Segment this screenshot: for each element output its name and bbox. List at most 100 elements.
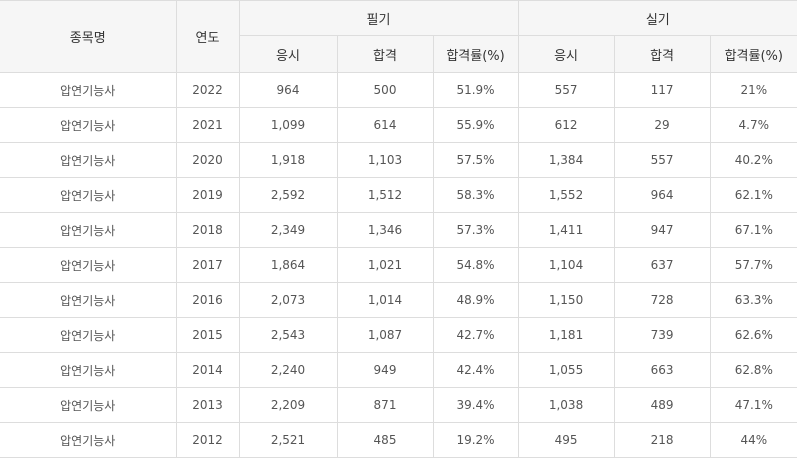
table-body: 압연기능사 2022 964 500 51.9% 557 117 21% 압연기능사 2021 1,… bbox=[0, 72, 797, 458]
header-row-groups: 종목명 연도 필기 실기 bbox=[0, 0, 797, 73]
cell-practical-applicants: 1,104 bbox=[517, 247, 615, 283]
cell-written-rate: 54.8% bbox=[432, 247, 519, 283]
cell-item-name: 압연기능사 bbox=[0, 142, 177, 178]
cell-item-name: 압연기능사 bbox=[0, 317, 177, 353]
header-written-rate: 합격률(%) bbox=[432, 35, 519, 73]
cell-practical-rate: 62.6% bbox=[709, 317, 797, 353]
header-practical-group: 실기 bbox=[517, 0, 797, 36]
cell-practical-passed: 218 bbox=[613, 422, 711, 458]
header-item-name: 종목명 bbox=[0, 0, 177, 73]
cell-written-applicants: 1,099 bbox=[238, 107, 338, 143]
header-written-applicants: 응시 bbox=[239, 35, 338, 73]
cell-written-passed: 614 bbox=[336, 107, 434, 143]
cell-written-passed: 1,014 bbox=[336, 282, 434, 318]
cell-practical-applicants: 612 bbox=[517, 107, 615, 143]
table-row: 압연기능사 2018 2,349 1,346 57.3% 1,411 947 67.1% bbox=[0, 212, 797, 248]
cell-practical-applicants: 1,411 bbox=[517, 212, 615, 248]
cell-practical-passed: 947 bbox=[613, 212, 711, 248]
cell-practical-passed: 964 bbox=[613, 177, 711, 213]
header-written-group: 필기 bbox=[238, 0, 519, 36]
cell-item-name: 압연기능사 bbox=[0, 282, 177, 318]
cell-practical-applicants: 1,055 bbox=[517, 352, 615, 388]
cell-written-passed: 485 bbox=[336, 422, 434, 458]
cell-item-name: 압연기능사 bbox=[0, 212, 177, 248]
cell-year: 2016 bbox=[175, 282, 240, 318]
cell-year: 2022 bbox=[175, 72, 240, 108]
cell-practical-applicants: 495 bbox=[517, 422, 615, 458]
cell-written-passed: 1,103 bbox=[336, 142, 434, 178]
cell-written-applicants: 1,864 bbox=[238, 247, 338, 283]
cell-practical-rate: 21% bbox=[709, 72, 797, 108]
cell-written-applicants: 2,240 bbox=[238, 352, 338, 388]
cell-written-passed: 1,512 bbox=[336, 177, 434, 213]
cell-written-passed: 500 bbox=[336, 72, 434, 108]
table-row: 압연기능사 2022 964 500 51.9% 557 117 21% bbox=[0, 72, 797, 108]
cell-written-rate: 42.4% bbox=[432, 352, 519, 388]
cell-written-passed: 1,021 bbox=[336, 247, 434, 283]
cell-written-rate: 51.9% bbox=[432, 72, 519, 108]
cell-practical-applicants: 1,181 bbox=[517, 317, 615, 353]
header-written-passed: 합격 bbox=[336, 35, 434, 73]
table-row: 압연기능사 2016 2,073 1,014 48.9% 1,150 728 63.3% bbox=[0, 282, 797, 318]
cell-item-name: 압연기능사 bbox=[0, 247, 177, 283]
cell-year: 2014 bbox=[175, 352, 240, 388]
cell-written-applicants: 1,918 bbox=[238, 142, 338, 178]
cell-written-passed: 871 bbox=[336, 387, 434, 423]
cell-practical-rate: 63.3% bbox=[709, 282, 797, 318]
cell-practical-passed: 29 bbox=[613, 107, 711, 143]
table-row: 압연기능사 2021 1,099 614 55.9% 612 29 4.7% bbox=[0, 107, 797, 143]
cell-written-applicants: 2,543 bbox=[238, 317, 338, 353]
cell-item-name: 압연기능사 bbox=[0, 177, 177, 213]
table-row: 압연기능사 2013 2,209 871 39.4% 1,038 489 47.1% bbox=[0, 387, 797, 423]
cell-written-rate: 57.5% bbox=[432, 142, 519, 178]
cell-written-applicants: 964 bbox=[238, 72, 338, 108]
cell-practical-applicants: 1,552 bbox=[517, 177, 615, 213]
cell-practical-rate: 62.1% bbox=[709, 177, 797, 213]
cell-written-rate: 48.9% bbox=[432, 282, 519, 318]
header-year: 연도 bbox=[175, 0, 240, 73]
table-row: 압연기능사 2017 1,864 1,021 54.8% 1,104 637 57.7% bbox=[0, 247, 797, 283]
table-row: 압연기능사 2020 1,918 1,103 57.5% 1,384 557 40.2% bbox=[0, 142, 797, 178]
cell-practical-passed: 557 bbox=[613, 142, 711, 178]
cell-written-passed: 1,346 bbox=[336, 212, 434, 248]
cell-item-name: 압연기능사 bbox=[0, 387, 177, 423]
cell-practical-applicants: 557 bbox=[517, 72, 615, 108]
cell-written-rate: 57.3% bbox=[432, 212, 519, 248]
cell-written-applicants: 2,209 bbox=[238, 387, 338, 423]
cell-practical-passed: 489 bbox=[613, 387, 711, 423]
cell-year: 2018 bbox=[175, 212, 240, 248]
cell-practical-passed: 739 bbox=[613, 317, 711, 353]
cell-written-passed: 1,087 bbox=[336, 317, 434, 353]
cell-practical-passed: 663 bbox=[613, 352, 711, 388]
cell-practical-applicants: 1,150 bbox=[517, 282, 615, 318]
table-row: 압연기능사 2019 2,592 1,512 58.3% 1,552 964 62.1% bbox=[0, 177, 797, 213]
cell-practical-rate: 47.1% bbox=[709, 387, 797, 423]
cell-practical-applicants: 1,384 bbox=[517, 142, 615, 178]
cell-practical-passed: 728 bbox=[613, 282, 711, 318]
cell-practical-rate: 40.2% bbox=[709, 142, 797, 178]
cell-practical-rate: 57.7% bbox=[709, 247, 797, 283]
cell-practical-rate: 62.8% bbox=[709, 352, 797, 388]
cell-practical-rate: 67.1% bbox=[709, 212, 797, 248]
table-row: 압연기능사 2012 2,521 485 19.2% 495 218 44% bbox=[0, 422, 797, 458]
cell-written-rate: 58.3% bbox=[432, 177, 519, 213]
cell-written-applicants: 2,349 bbox=[238, 212, 338, 248]
cell-year: 2012 bbox=[175, 422, 240, 458]
cell-practical-rate: 44% bbox=[709, 422, 797, 458]
header-practical-passed: 합격 bbox=[613, 35, 711, 73]
table-row: 압연기능사 2015 2,543 1,087 42.7% 1,181 739 62.6% bbox=[0, 317, 797, 353]
cell-year: 2021 bbox=[175, 107, 240, 143]
cell-year: 2015 bbox=[175, 317, 240, 353]
cell-practical-passed: 117 bbox=[613, 72, 711, 108]
cell-item-name: 압연기능사 bbox=[0, 107, 177, 143]
cell-year: 2013 bbox=[175, 387, 240, 423]
cell-year: 2019 bbox=[175, 177, 240, 213]
cell-written-applicants: 2,521 bbox=[238, 422, 338, 458]
cell-written-passed: 949 bbox=[336, 352, 434, 388]
cell-written-rate: 55.9% bbox=[432, 107, 519, 143]
cell-item-name: 압연기능사 bbox=[0, 72, 177, 108]
header-practical-applicants: 응시 bbox=[517, 35, 615, 73]
cell-written-applicants: 2,073 bbox=[238, 282, 338, 318]
cell-item-name: 압연기능사 bbox=[0, 352, 177, 388]
